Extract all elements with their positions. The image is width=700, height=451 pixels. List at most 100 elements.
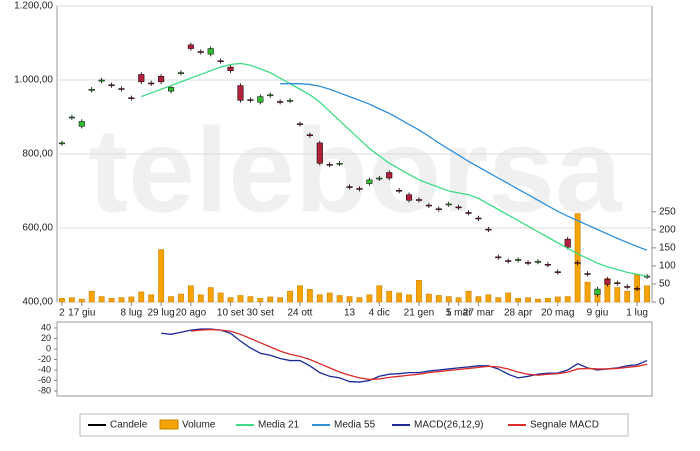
legend-label: Media 55 — [334, 420, 376, 431]
y2-tick-label: 250 — [659, 206, 676, 217]
volume-bar — [544, 298, 551, 303]
volume-bar — [98, 296, 105, 303]
volume-bar — [217, 292, 224, 303]
x-tick-label: 21 gen — [404, 308, 435, 319]
y2-tick-label: 0 — [659, 297, 665, 308]
y-tick-label: 1.000,00 — [14, 75, 53, 86]
y-tick-label: 800,00 — [22, 149, 53, 160]
y-tick-label: -20 — [38, 354, 51, 364]
y-tick-label: 400,00 — [22, 297, 53, 308]
volume-bar — [515, 298, 522, 303]
candle-body — [197, 51, 204, 53]
volume-bar — [108, 298, 115, 303]
candle-body — [98, 79, 105, 82]
volume-bar — [445, 296, 452, 303]
candle-body — [485, 228, 492, 231]
volume-bar — [485, 294, 492, 303]
candle-body — [515, 259, 522, 261]
volume-bar — [455, 297, 462, 303]
candle-body — [78, 121, 85, 127]
candle-body — [336, 163, 343, 165]
candle-body — [286, 100, 294, 102]
legend-label: Volume — [182, 420, 216, 431]
x-tick-label: 13 — [344, 308, 356, 319]
volume-bar — [475, 296, 482, 303]
x-tick-label: 5 — [446, 308, 452, 319]
candle-body — [237, 85, 244, 101]
volume-bar — [366, 294, 373, 303]
volume-bar — [88, 290, 95, 303]
candle-body — [634, 288, 641, 290]
candle-body — [405, 194, 413, 201]
volume-bar — [614, 287, 621, 303]
x-tick-label: 1 lug — [626, 308, 648, 319]
legend-box — [79, 413, 629, 437]
candle-body — [267, 94, 274, 97]
volume-bar — [416, 280, 422, 303]
volume-bar — [584, 281, 591, 303]
volume-bar — [237, 295, 244, 303]
candle-body — [257, 96, 264, 103]
volume-bar — [68, 297, 75, 303]
volume-bar — [356, 297, 363, 303]
candle-body — [277, 101, 284, 103]
candle-body — [455, 206, 462, 209]
volume-bar — [178, 293, 184, 303]
candle-body — [445, 203, 452, 206]
y2-tick-label: 100 — [659, 261, 676, 272]
y-tick-label: 600,00 — [22, 223, 53, 234]
macd-line — [161, 328, 648, 383]
x-tick-label: 4 dic — [369, 308, 390, 319]
candle-body — [187, 44, 194, 49]
volume-bar — [465, 290, 472, 303]
y2-tick-label: 150 — [659, 242, 676, 253]
volume-bar — [148, 294, 155, 303]
moving-average-line — [141, 62, 648, 277]
y-tick-label: 1.200,00 — [14, 1, 53, 12]
volume-bar — [257, 298, 264, 303]
volume-bar — [336, 295, 343, 303]
candle-body — [356, 188, 363, 190]
volume-bar — [564, 296, 571, 303]
candle-body — [227, 66, 234, 72]
candle-body — [296, 123, 304, 125]
volume-bar — [247, 296, 254, 303]
candle-body — [584, 273, 591, 275]
volume-bar — [59, 298, 65, 303]
candle-body — [217, 60, 224, 63]
candle-body — [326, 164, 333, 166]
volume-bar — [505, 292, 512, 303]
legend-swatch — [159, 419, 179, 430]
volume-bar — [525, 297, 531, 303]
legend-label: Segnale MACD — [530, 420, 599, 431]
volume-bar — [554, 296, 561, 303]
candle-body — [138, 74, 145, 83]
volume-bar — [435, 295, 442, 303]
volume-bar — [187, 285, 194, 303]
candle-body — [564, 238, 571, 248]
candle-body — [554, 271, 561, 273]
moving-average-line — [280, 83, 648, 251]
y2-tick-label: 200 — [659, 224, 676, 235]
candle-body — [247, 99, 254, 101]
volume-bar — [535, 298, 541, 303]
candle-body — [167, 87, 175, 92]
x-tick-label: 9 giu — [587, 308, 609, 319]
volume-bar — [168, 296, 174, 303]
candle-body — [396, 190, 403, 192]
x-tick-label: 29 lug — [148, 308, 175, 319]
candle-body — [376, 177, 383, 180]
volume-bar — [297, 285, 303, 303]
candle-body — [534, 261, 542, 263]
legend-label: MACD(26,12,9) — [414, 420, 483, 431]
candle-body — [386, 172, 393, 179]
watermark: teleborsa — [88, 104, 623, 238]
y-tick-label: -40 — [38, 364, 51, 374]
candle-body — [118, 88, 125, 90]
macd-line — [190, 328, 648, 381]
x-tick-label: 10 set — [217, 308, 244, 319]
volume-bar — [267, 296, 274, 303]
volume-bar — [396, 292, 403, 303]
x-tick-label: 20 mag — [541, 308, 574, 319]
